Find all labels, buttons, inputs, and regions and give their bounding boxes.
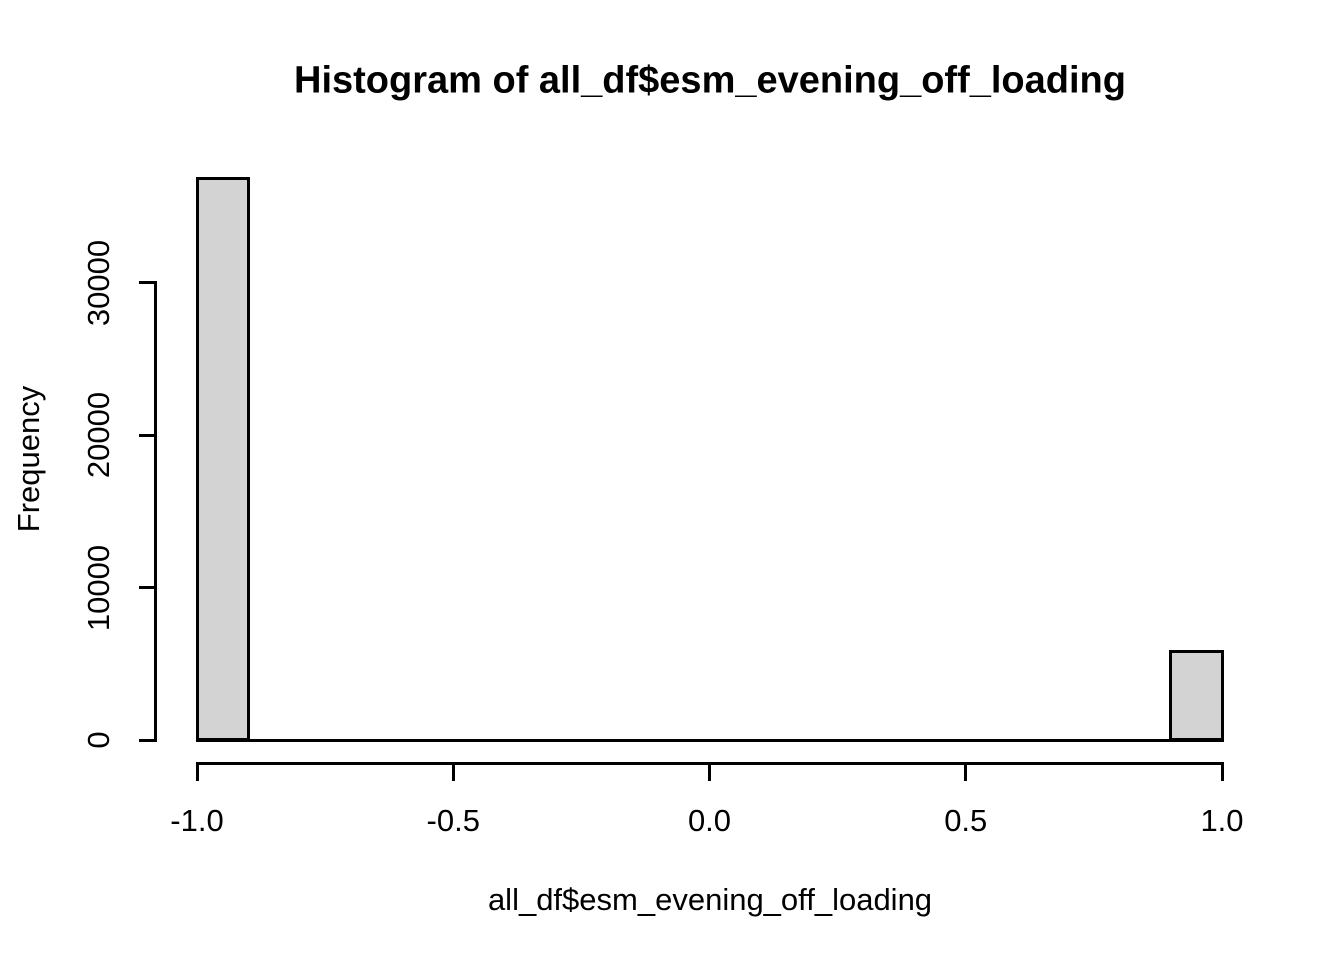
histogram-bar xyxy=(1169,650,1224,742)
histogram-baseline xyxy=(195,738,1224,742)
chart-title: Histogram of all_df$esm_evening_off_load… xyxy=(294,59,1126,102)
y-axis-tick-label: 10000 xyxy=(81,544,116,631)
y-axis-tick xyxy=(139,738,155,742)
x-axis-tick xyxy=(964,765,968,781)
y-axis-tick-label: 30000 xyxy=(81,239,116,326)
x-axis-tick-label: 0.5 xyxy=(944,803,988,838)
histogram-bar xyxy=(195,177,250,742)
x-axis-tick-label: 0.0 xyxy=(687,803,732,838)
y-axis-tick xyxy=(139,586,155,589)
x-axis-tick xyxy=(195,765,199,781)
x-axis-title: all_df$esm_evening_off_loading xyxy=(487,882,933,917)
y-axis-tick-label: 20000 xyxy=(81,391,116,479)
y-axis-tick xyxy=(139,281,155,284)
y-axis-tick-label: 0 xyxy=(81,731,116,749)
y-axis-tick xyxy=(139,433,155,437)
x-axis-tick-label: 1.0 xyxy=(1200,803,1244,838)
x-axis-line xyxy=(195,762,1224,765)
x-axis-tick xyxy=(1220,765,1224,781)
y-axis-line xyxy=(153,281,157,742)
x-axis-tick-label: -1.0 xyxy=(170,803,224,838)
x-axis-tick xyxy=(451,765,455,781)
x-axis-tick xyxy=(708,765,711,781)
x-axis-tick-label: -0.5 xyxy=(426,803,480,838)
